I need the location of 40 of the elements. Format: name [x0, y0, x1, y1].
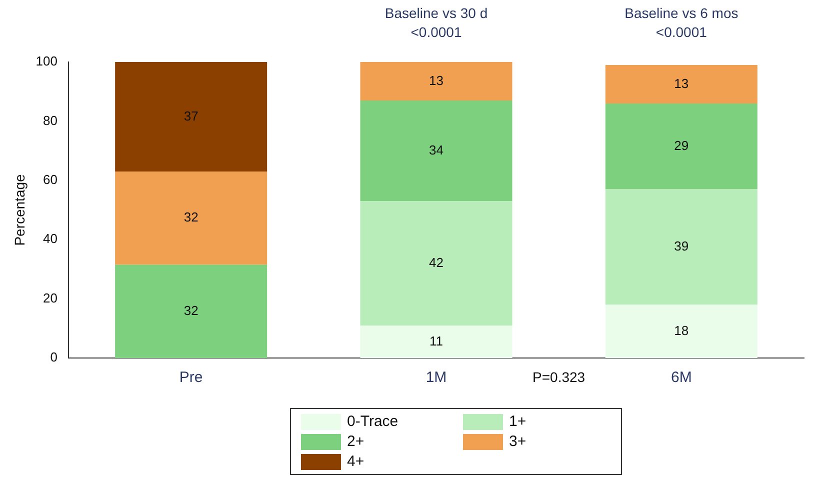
text: Baseline vs 6 mos <0.0001	[624, 4, 738, 40]
text: P=0.323	[532, 368, 586, 385]
x-tick-label: 1M	[426, 369, 447, 386]
data-label: 32	[184, 210, 198, 225]
legend-label: 2+	[347, 433, 364, 450]
y-tick-label: 80	[43, 112, 58, 128]
data-label: 39	[674, 238, 689, 254]
x-tick-label: Pre	[179, 369, 203, 386]
data-label: 37	[184, 108, 198, 124]
bar	[360, 62, 512, 100]
bar	[115, 172, 268, 265]
bar	[360, 201, 512, 326]
legend-label: 1+	[509, 413, 526, 430]
y-axis-title: Percentage	[11, 174, 28, 246]
data-label: 13	[674, 76, 689, 91]
legend-label: 4+	[347, 453, 364, 470]
bar	[605, 304, 758, 358]
y-tick-label: 0	[50, 350, 58, 365]
data-label: 13	[429, 72, 444, 88]
data-label: 42	[429, 254, 444, 270]
data-label: 34	[429, 142, 444, 158]
y-tick-label: 40	[43, 231, 58, 246]
bar	[115, 62, 268, 172]
y-tick-label: 20	[43, 290, 58, 306]
bar	[360, 325, 512, 358]
y-tick-label: 60	[43, 172, 58, 187]
data-label: 29	[674, 138, 689, 153]
legend-label: 0-Trace	[347, 413, 398, 430]
bar	[360, 100, 512, 202]
data-label: 11	[429, 333, 443, 348]
bar	[605, 103, 758, 190]
data-label: 32	[184, 302, 198, 318]
bar	[605, 189, 758, 305]
legend-label: 3+	[509, 433, 526, 450]
text: Baseline vs 30 d <0.0001	[384, 4, 488, 40]
y-tick-label: 100	[36, 54, 58, 69]
bar	[115, 264, 268, 358]
data-label: 18	[674, 322, 689, 338]
x-tick-label: 6M	[670, 369, 692, 386]
bar	[605, 64, 758, 104]
